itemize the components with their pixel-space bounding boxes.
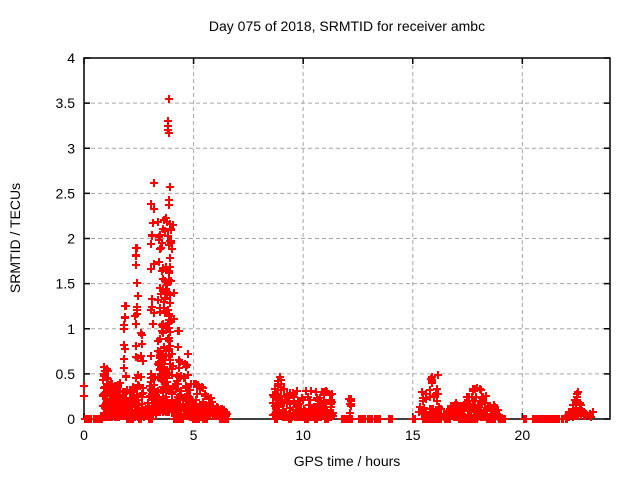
y-tick-label: 3 (67, 140, 75, 156)
y-tick-label: 2.5 (56, 185, 76, 201)
x-tick-label: 5 (190, 427, 198, 443)
y-tick-label: 3.5 (56, 95, 76, 111)
tick-labels: 0 5 10 15 20 0 0.5 1 1.5 2 2.5 3 3.5 4 (56, 50, 531, 443)
y-tick-label: 0 (67, 411, 75, 427)
y-tick-label: 1 (67, 321, 75, 337)
y-tick-label: 1.5 (56, 276, 76, 292)
y-tick-label: 0.5 (56, 366, 76, 382)
x-tick-label: 10 (295, 427, 311, 443)
x-axis-label: GPS time / hours (294, 453, 401, 469)
y-tick-label: 4 (67, 50, 75, 66)
x-tick-label: 15 (405, 427, 421, 443)
x-tick-label: 0 (80, 427, 88, 443)
data-points-series (80, 95, 597, 423)
y-axis-label: SRMTID / TECUs (7, 183, 23, 293)
y-tick-label: 2 (67, 231, 75, 247)
chart-title: Day 075 of 2018, SRMTID for receiver amb… (209, 18, 485, 34)
x-tick-label: 20 (515, 427, 531, 443)
